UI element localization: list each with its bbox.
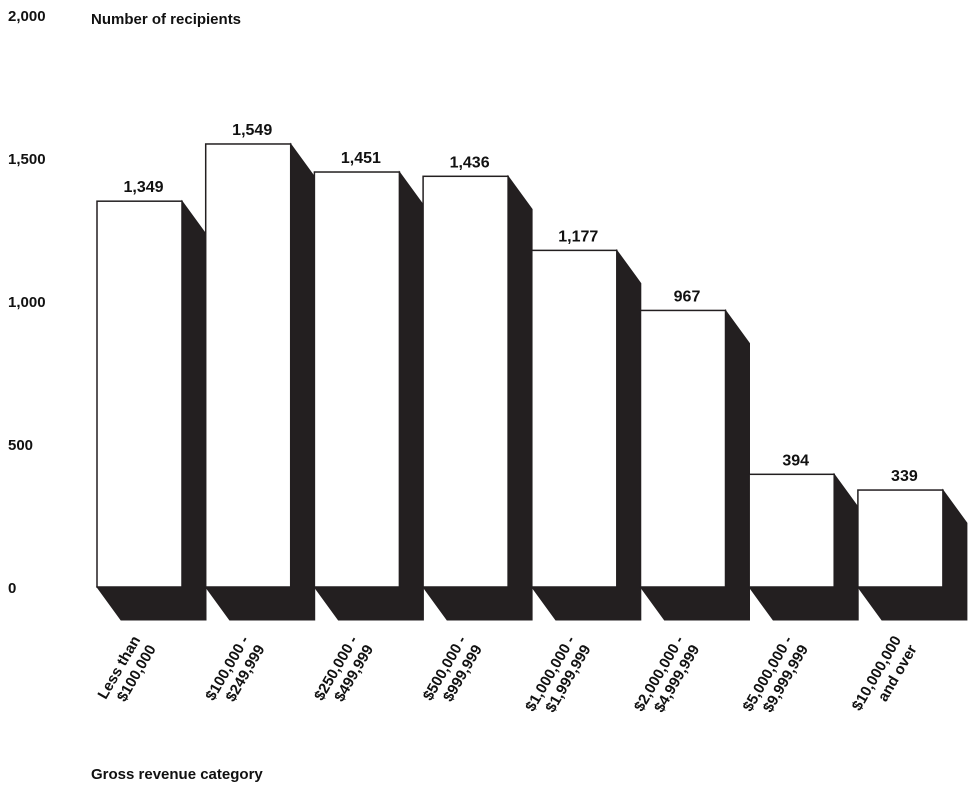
x-axis-ticks: Less than$100,000 $100,000 -$249,999 $250,…	[94, 633, 921, 716]
y-tick-label: 0	[8, 580, 16, 597]
x-tick-label: $5,000,000 -$9,999,999	[740, 633, 812, 716]
bar	[204, 143, 292, 588]
bar	[531, 249, 618, 588]
y-tick-label: 1,500	[8, 151, 46, 168]
y-axis-title: Number of recipients	[91, 11, 241, 28]
bar	[639, 309, 727, 588]
x-tick-label: $1,000,000 -$1,999,999	[522, 633, 594, 716]
x-tick-label: Less than$100,000	[94, 633, 159, 705]
bar-value-label: 339	[891, 468, 918, 485]
bar	[857, 489, 944, 588]
y-tick-label: 2,000	[8, 8, 46, 25]
x-tick-label: $2,000,000 -$4,999,999	[631, 633, 703, 716]
x-axis-title: Gross revenue category	[91, 766, 263, 783]
y-tick-label: 1,000	[8, 294, 46, 311]
bar-value-label: 1,436	[450, 154, 490, 171]
x-tick-label: $500,000 -$999,999	[420, 633, 486, 705]
bar	[748, 473, 835, 588]
bar-value-label: 1,349	[123, 179, 163, 196]
bar-value-label: 1,177	[558, 228, 598, 245]
y-tick-label: 500	[8, 437, 33, 454]
bar	[313, 171, 401, 588]
bar-value-label: 967	[674, 288, 701, 305]
value-label-layer: 1,349 1,549 1,451 1,436 1,177 967 394 339	[123, 122, 917, 485]
bar-face-layer	[96, 143, 944, 588]
bar-value-label: 1,549	[232, 122, 272, 139]
x-tick-label: $100,000 -$249,999	[202, 633, 268, 705]
bar	[422, 175, 509, 588]
bar-value-label: 394	[782, 452, 809, 469]
bar-value-label: 1,451	[341, 150, 381, 167]
bar	[96, 200, 183, 588]
x-tick-label: $250,000 -$499,999	[311, 633, 377, 705]
y-axis-ticks: 0 500 1,000 1,500 2,000	[8, 8, 46, 597]
